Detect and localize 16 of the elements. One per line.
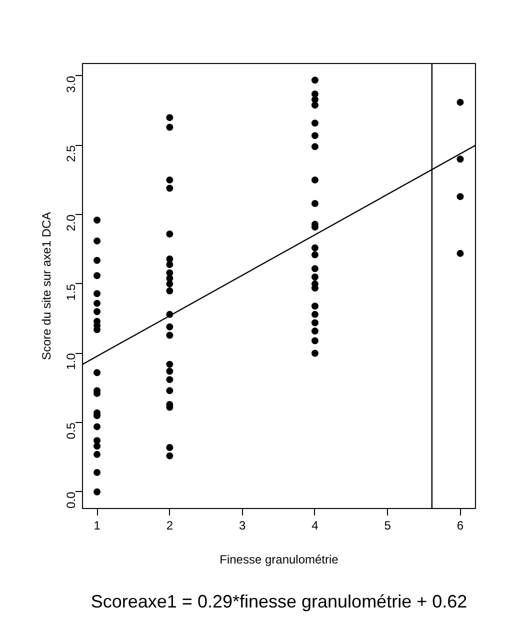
y-tick-label: 3.0 xyxy=(64,76,78,93)
y-tick-label: 1.5 xyxy=(64,284,78,301)
x-tick-label: 3 xyxy=(238,518,246,532)
x-tick-label: 5 xyxy=(384,518,392,532)
y-tick-label: 0.0 xyxy=(64,492,78,509)
y-tick-label: 2.5 xyxy=(64,144,78,162)
x-tick-label: 6 xyxy=(456,518,464,532)
x-tick-label: 1 xyxy=(94,518,101,532)
x-tick-label: 4 xyxy=(312,518,319,532)
y-axis-title: Score du site sur axe1 DCA xyxy=(40,212,54,360)
y-tick-label: 2.0 xyxy=(64,214,78,232)
x-axis-title: Finesse granulométrie xyxy=(220,552,339,566)
y-tick-label: 1.0 xyxy=(64,352,78,370)
x-tick-label: 2 xyxy=(166,518,174,532)
text: Scoreaxe1 = 0.29*finesse granulométrie + 0.62 xyxy=(90,592,468,612)
y-tick-label: 0.5 xyxy=(64,422,78,440)
